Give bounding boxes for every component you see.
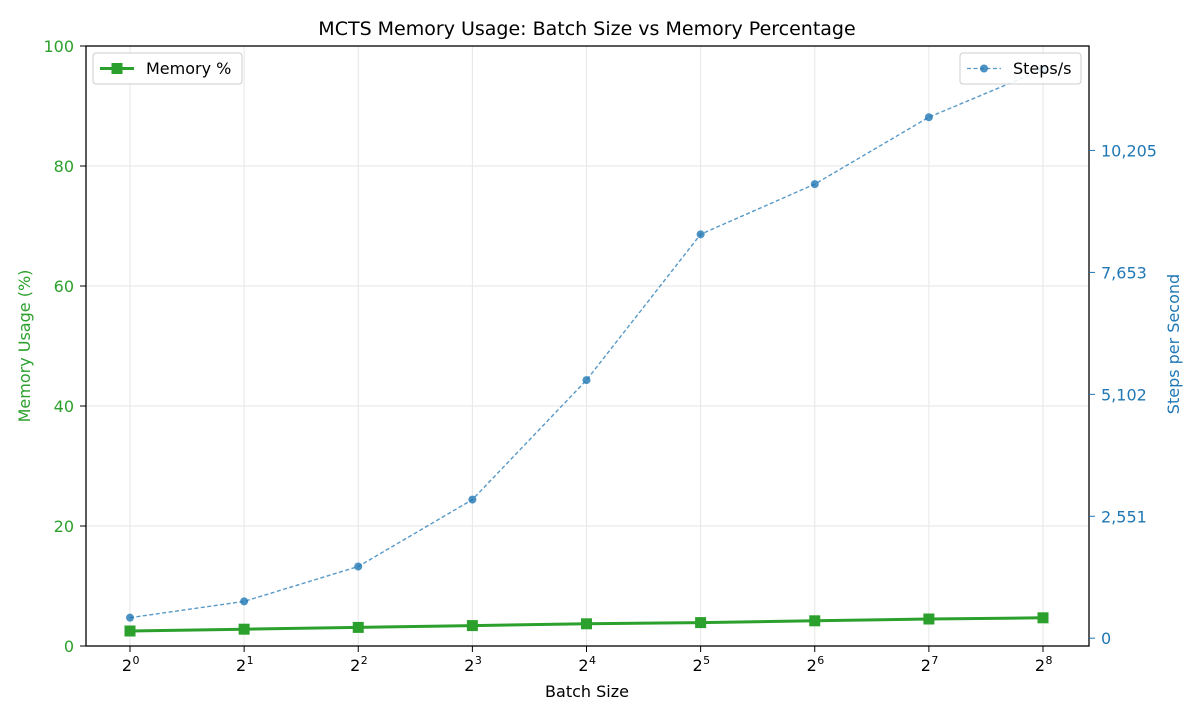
right-tick-label: 2,551 [1101, 507, 1147, 526]
x-tick-exponent: 3 [475, 654, 482, 667]
x-tick-label: 2 [807, 656, 817, 675]
grid-lines [86, 45, 1089, 647]
memory-point [695, 617, 707, 629]
x-tick-label: 2 [350, 656, 360, 675]
steps-point [582, 376, 591, 385]
x-tick-label: 2 [464, 656, 474, 675]
steps-point [468, 495, 477, 504]
x-tick-label: 2 [236, 656, 246, 675]
x-tick-exponent: 1 [247, 654, 254, 667]
left-axis: 0 20 40 60 80 100 [43, 37, 86, 656]
legend-memory-marker [111, 63, 123, 74]
x-tick-label: 2 [693, 656, 703, 675]
right-axis-label: Steps per Second [1164, 274, 1183, 414]
steps-point [696, 230, 705, 239]
series-line-steps [129, 68, 1044, 619]
left-tick-label: 20 [54, 517, 74, 536]
left-axis-label: Memory Usage (%) [15, 270, 34, 423]
right-tick-label: 0 [1101, 629, 1111, 648]
x-tick-exponent: 5 [703, 654, 710, 667]
steps-point [126, 613, 134, 622]
memory-point [352, 621, 364, 633]
steps-point [354, 562, 363, 571]
x-tick-label: 2 [122, 656, 132, 675]
steps-point [240, 597, 249, 606]
x-tick-label: 2 [578, 656, 588, 675]
legend-steps: Steps/s [959, 52, 1082, 85]
memory-point [923, 613, 935, 625]
memory-point [466, 620, 478, 632]
memory-point [809, 615, 821, 627]
memory-point [581, 618, 592, 630]
left-tick-label: 40 [54, 397, 74, 416]
x-tick-label: 2 [921, 656, 931, 675]
legend-steps-marker [980, 64, 988, 73]
left-tick-label: 60 [54, 277, 74, 296]
left-tick-label: 100 [43, 37, 74, 56]
x-tick-exponent: 2 [361, 654, 368, 667]
memory-point [1037, 612, 1049, 624]
series-layer [124, 65, 1049, 637]
steps-point [810, 180, 819, 189]
right-tick-label: 5,102 [1101, 385, 1147, 404]
right-tick-label: 7,653 [1101, 263, 1147, 282]
memory-point [124, 625, 136, 637]
x-tick-label: 2 [1035, 656, 1045, 675]
x-axis-label: Batch Size [545, 682, 629, 701]
steps-point [924, 113, 933, 122]
x-tick-exponent: 7 [931, 654, 938, 667]
left-tick-label: 80 [54, 157, 74, 176]
legend-steps-label: Steps/s [1013, 59, 1072, 78]
left-tick-label: 0 [64, 637, 74, 656]
x-tick-exponent: 8 [1046, 654, 1053, 667]
right-axis: 0 2,551 5,102 7,653 10,205 [1089, 141, 1157, 648]
x-tick-exponent: 4 [589, 654, 596, 667]
legend-memory: Memory % [92, 52, 243, 85]
memory-point [238, 623, 250, 635]
x-tick-exponent: 6 [817, 654, 824, 667]
legend-memory-label: Memory % [146, 59, 231, 78]
chart-title: MCTS Memory Usage: Batch Size vs Memory … [318, 18, 855, 40]
x-tick-exponent: 0 [133, 654, 140, 667]
plot-frame [85, 45, 1090, 647]
right-tick-label: 10,205 [1101, 141, 1157, 160]
